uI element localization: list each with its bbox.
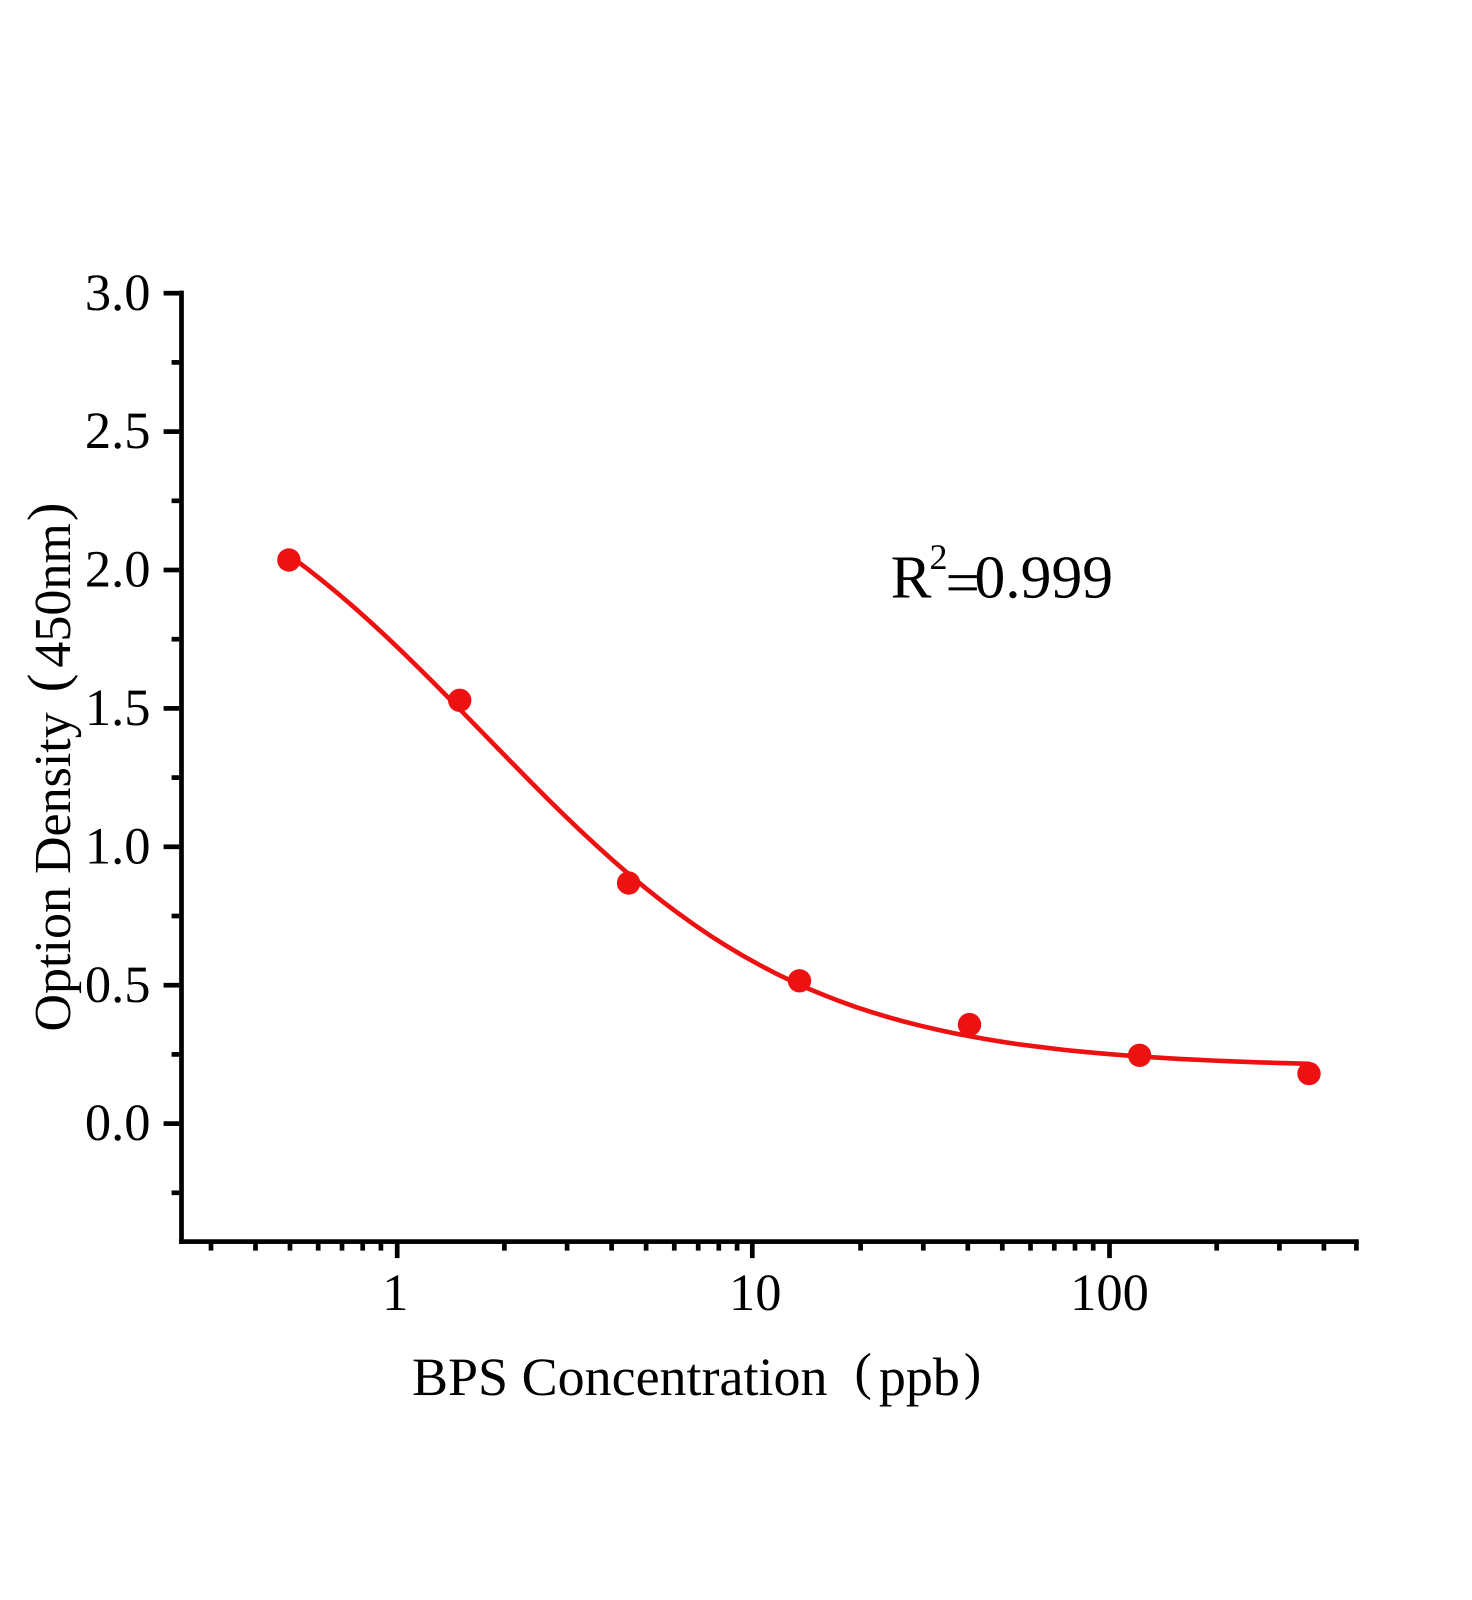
svg-text:1: 1 [382, 1264, 408, 1322]
svg-text:0.5: 0.5 [85, 956, 151, 1014]
svg-text:R: R [891, 545, 932, 612]
svg-text:1.5: 1.5 [85, 679, 151, 737]
svg-text:3.0: 3.0 [85, 264, 151, 322]
svg-text:2.0: 2.0 [85, 541, 151, 599]
svg-text:0.0: 0.0 [85, 1094, 151, 1152]
svg-text:10: 10 [729, 1264, 782, 1322]
svg-text:2: 2 [930, 537, 948, 577]
svg-text:0.999: 0.999 [975, 545, 1114, 612]
svg-text:100: 100 [1070, 1264, 1149, 1322]
svg-text:BPS Concentration(ppb): BPS Concentration(ppb) [412, 1344, 981, 1407]
svg-text:Option Density(450nm): Option Density(450nm) [17, 503, 82, 1032]
svg-text:1.0: 1.0 [85, 817, 151, 875]
svg-text:=: = [946, 550, 980, 617]
svg-text:2.5: 2.5 [85, 402, 151, 460]
